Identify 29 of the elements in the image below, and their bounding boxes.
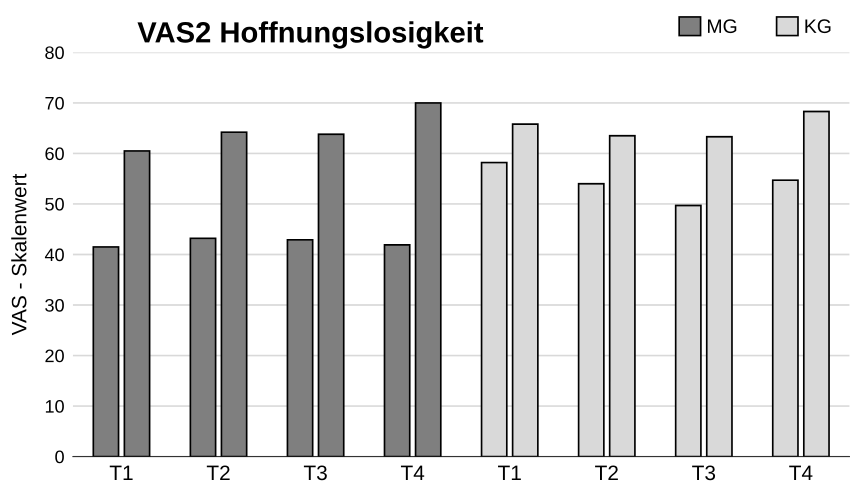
- y-tick-label: 30: [45, 298, 64, 312]
- legend-label: MG: [708, 19, 736, 34]
- x-tick-label: T1: [498, 466, 521, 480]
- bar: [318, 133, 345, 457]
- y-axis-title: VAS - Skalenwert: [11, 174, 27, 336]
- y-tick-label: 50: [45, 198, 64, 211]
- x-tick-label: T2: [595, 465, 618, 480]
- x-tick-label: T1: [110, 466, 133, 480]
- y-tick-label: 10: [46, 400, 64, 413]
- y-tick-label: 20: [45, 349, 64, 362]
- x-tick-label: T2: [206, 465, 230, 480]
- y-tick-label: 60: [45, 147, 64, 160]
- x-tick-label: T4: [789, 466, 812, 480]
- bar: [384, 244, 411, 457]
- x-tick-label: T3: [304, 465, 327, 480]
- x-tick-label: T4: [400, 466, 424, 480]
- bar: [92, 246, 120, 457]
- legend-label: KG: [805, 19, 830, 34]
- y-tick-label: 70: [45, 96, 64, 110]
- y-tick-label: 40: [44, 248, 64, 262]
- bar: [190, 237, 216, 457]
- y-tick-label: 80: [45, 46, 64, 60]
- bar: [220, 131, 248, 457]
- bar: [286, 239, 314, 457]
- chart-title: VAS2 Hoffnungslosigkeit: [137, 21, 484, 49]
- bar: [124, 150, 150, 457]
- bar: [414, 102, 442, 457]
- x-tick-label: T3: [692, 465, 716, 480]
- y-tick-label: 0: [55, 450, 64, 464]
